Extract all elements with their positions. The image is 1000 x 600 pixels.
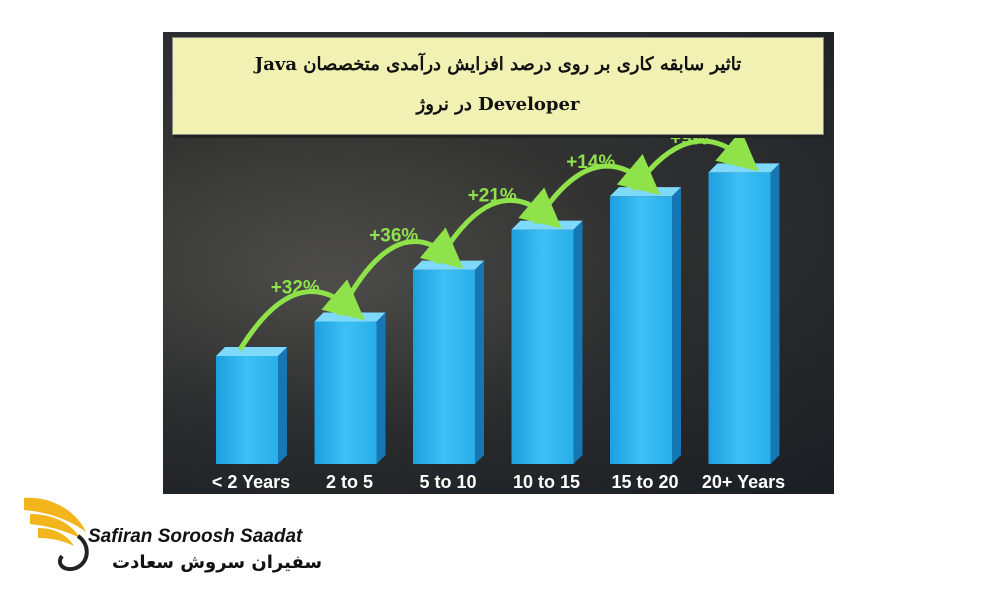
bar-1 <box>216 347 287 464</box>
arrows-layer: +32%+36%+21%+14%+9% <box>238 128 759 351</box>
x-tick-label: < 2 Years <box>212 472 290 492</box>
chart-title-box: تاثیر سابقه کاری بر روی درصد افزایش درآم… <box>172 37 824 135</box>
increase-label: +36% <box>369 226 418 247</box>
company-logo: Safiran Soroosh Saadat سفیران سروش سعادت <box>20 492 322 582</box>
chart-title-line-1: تاثیر سابقه کاری بر روی درصد افزایش درآم… <box>254 54 742 75</box>
logo-name-fa: سفیران سروش سعادت <box>112 552 323 573</box>
x-tick-label: 15 to 20 <box>611 472 678 492</box>
x-tick-labels: < 2 Years 2 to 5 5 to 10 10 to 15 15 to 20 20… <box>212 472 785 492</box>
x-tick-label: 10 to 15 <box>513 472 580 492</box>
bar-3 <box>413 260 484 464</box>
increase-arrow <box>534 153 661 225</box>
increase-arrow <box>337 227 464 316</box>
bar-front <box>216 356 278 464</box>
increase-arrow <box>238 279 365 351</box>
increase-label: +21% <box>468 186 517 207</box>
increase-label: +14% <box>566 152 615 173</box>
bar-side <box>770 163 780 464</box>
increase-arrow <box>435 187 562 265</box>
bars-layer <box>216 163 780 464</box>
bar-6 <box>708 163 780 464</box>
chart-title-line-2: Developer در نروژ <box>416 94 580 115</box>
bar-front <box>413 269 475 464</box>
increase-arrow <box>632 130 759 191</box>
bar-front <box>511 229 574 464</box>
bar-top <box>610 187 681 197</box>
logo-name-en: Safiran Soroosh Saadat <box>88 526 303 547</box>
bar-top <box>314 312 386 322</box>
bar-top <box>708 163 780 173</box>
x-tick-label: 5 to 10 <box>419 472 476 492</box>
bar-front <box>610 196 672 464</box>
bar-2 <box>314 312 386 464</box>
bar-top <box>511 220 583 230</box>
bar-top <box>216 347 287 356</box>
bar-side <box>475 260 484 464</box>
bar-front <box>314 321 377 464</box>
bar-side <box>278 347 287 464</box>
wing-logo-icon <box>24 497 89 571</box>
bar-side <box>573 220 583 464</box>
bar-4 <box>511 220 583 464</box>
bar-side <box>672 187 681 464</box>
x-tick-label: 2 to 5 <box>326 472 373 492</box>
bar-top <box>413 260 484 270</box>
increase-label: +32% <box>271 277 320 298</box>
bar-side <box>376 312 386 464</box>
bar-5 <box>610 187 681 464</box>
x-tick-label: 20+ Years <box>702 472 785 492</box>
bar-front <box>708 172 771 464</box>
